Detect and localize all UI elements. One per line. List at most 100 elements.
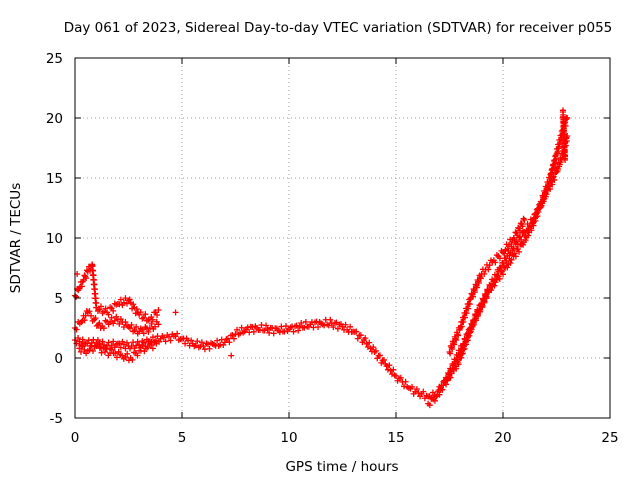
data-point [116,301,123,308]
data-point [98,349,105,356]
data-point [516,248,523,255]
data-point [137,309,144,316]
data-point [450,340,457,347]
data-point [479,304,486,311]
data-point [139,326,146,333]
data-point [89,347,96,354]
data-point [393,373,399,379]
data-point [105,311,112,318]
data-point [551,160,558,167]
data-point [413,386,420,393]
data-point [133,342,140,349]
data-point [81,317,88,324]
data-point [354,335,361,342]
data-point [270,330,277,337]
data-point [111,317,118,324]
data-point [99,338,106,345]
data-point [501,250,508,257]
data-point [224,335,231,342]
x-tick-label: 20 [494,430,511,446]
data-point [229,332,236,339]
data-point [103,346,110,353]
data-point [73,293,80,300]
data-point [230,335,237,342]
data-point [128,321,135,328]
data-point [234,326,241,333]
data-point [496,275,503,282]
data-point [77,348,84,355]
data-point [117,315,124,322]
data-point [367,345,374,352]
data-point [237,330,244,337]
y-tick-label: 10 [46,231,63,247]
data-point [295,327,302,334]
data-point [470,321,477,328]
data-point [194,338,201,345]
data-point [134,352,141,359]
data-point [453,336,460,343]
data-point [110,307,117,314]
data-point [439,386,446,393]
data-point [460,343,467,350]
data-point [445,370,452,377]
data-point [261,327,268,334]
data-point [390,366,397,373]
data-point [250,328,257,335]
data-point [76,345,83,352]
series-outliers [74,107,569,359]
data-point [444,377,451,384]
data-point [387,367,394,374]
data-point [347,323,354,330]
data-point [510,245,517,252]
data-point [130,301,137,308]
data-point [533,210,540,217]
data-point [160,334,167,341]
data-point [122,354,129,361]
y-tick-label: 20 [46,111,63,127]
data-point [101,341,108,348]
data-point [228,352,235,359]
data-point [97,303,104,310]
data-point [92,315,99,322]
data-point [426,402,433,409]
data-point [110,338,117,345]
data-point [120,341,127,348]
data-point [100,344,107,351]
data-point [454,356,461,363]
data-point [468,326,475,333]
data-point [107,318,114,325]
data-point [376,352,383,359]
y-tick-label: 25 [46,51,63,67]
data-point [76,338,83,345]
y-axis-label: SDTVAR / TECUs [8,183,24,293]
data-point [182,340,189,347]
data-point [298,319,305,326]
data-point [469,293,476,300]
data-point [152,323,159,330]
data-point [95,341,102,348]
data-point [453,365,460,372]
data-point [108,314,115,321]
data-point [449,345,456,352]
series-early-band-lower [76,338,160,364]
data-point [534,213,541,220]
data-point [471,289,478,296]
data-point [96,320,103,327]
data-point [363,340,370,347]
data-point [83,275,90,282]
data-point [102,305,109,312]
data-point [521,217,528,223]
data-point [333,319,340,326]
data-point [226,339,233,346]
y-tick-label: 5 [54,291,63,307]
data-point [519,223,526,230]
data-point [512,253,519,260]
data-point [520,241,527,248]
data-point [136,328,143,335]
data-point [174,330,181,337]
data-point [113,354,120,361]
data-point [315,324,322,331]
data-point [458,347,465,354]
data-point [302,318,309,325]
